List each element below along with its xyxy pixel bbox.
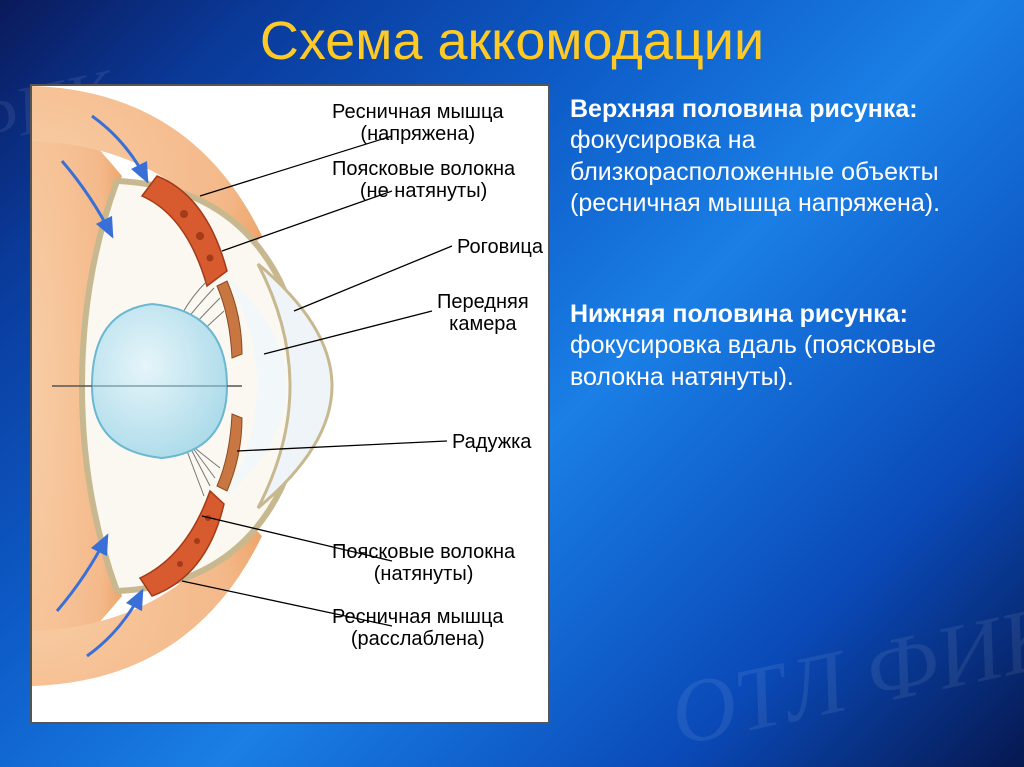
description-panel: Верхняя половина рисунка: фокусировка на…	[570, 84, 994, 744]
slide: ФИК ОТЛ ФИК Схема аккомодации	[0, 0, 1024, 767]
label-cornea: Роговица	[457, 236, 543, 258]
lens	[92, 304, 227, 458]
label-anterior-chamber: Передняякамера	[437, 291, 529, 335]
description-lower: Нижняя половина рисунка: фокусировка вда…	[570, 299, 994, 393]
label-iris: Радужка	[452, 431, 531, 453]
label-ciliary-tensed: Ресничная мышца(напряжена)	[332, 101, 504, 145]
description-upper: Верхняя половина рисунка: фокусировка на…	[570, 94, 994, 219]
eye-diagram: Ресничная мышца(напряжена) Поясковые вол…	[30, 84, 550, 724]
content-row: Ресничная мышца(напряжена) Поясковые вол…	[30, 84, 994, 744]
label-zonules-taut: Поясковые волокна(натянуты)	[332, 541, 515, 585]
label-zonules-loose: Поясковые волокна(не натянуты)	[332, 158, 515, 202]
label-ciliary-relaxed: Ресничная мышца(расслаблена)	[332, 606, 504, 650]
slide-title: Схема аккомодации	[30, 10, 994, 72]
